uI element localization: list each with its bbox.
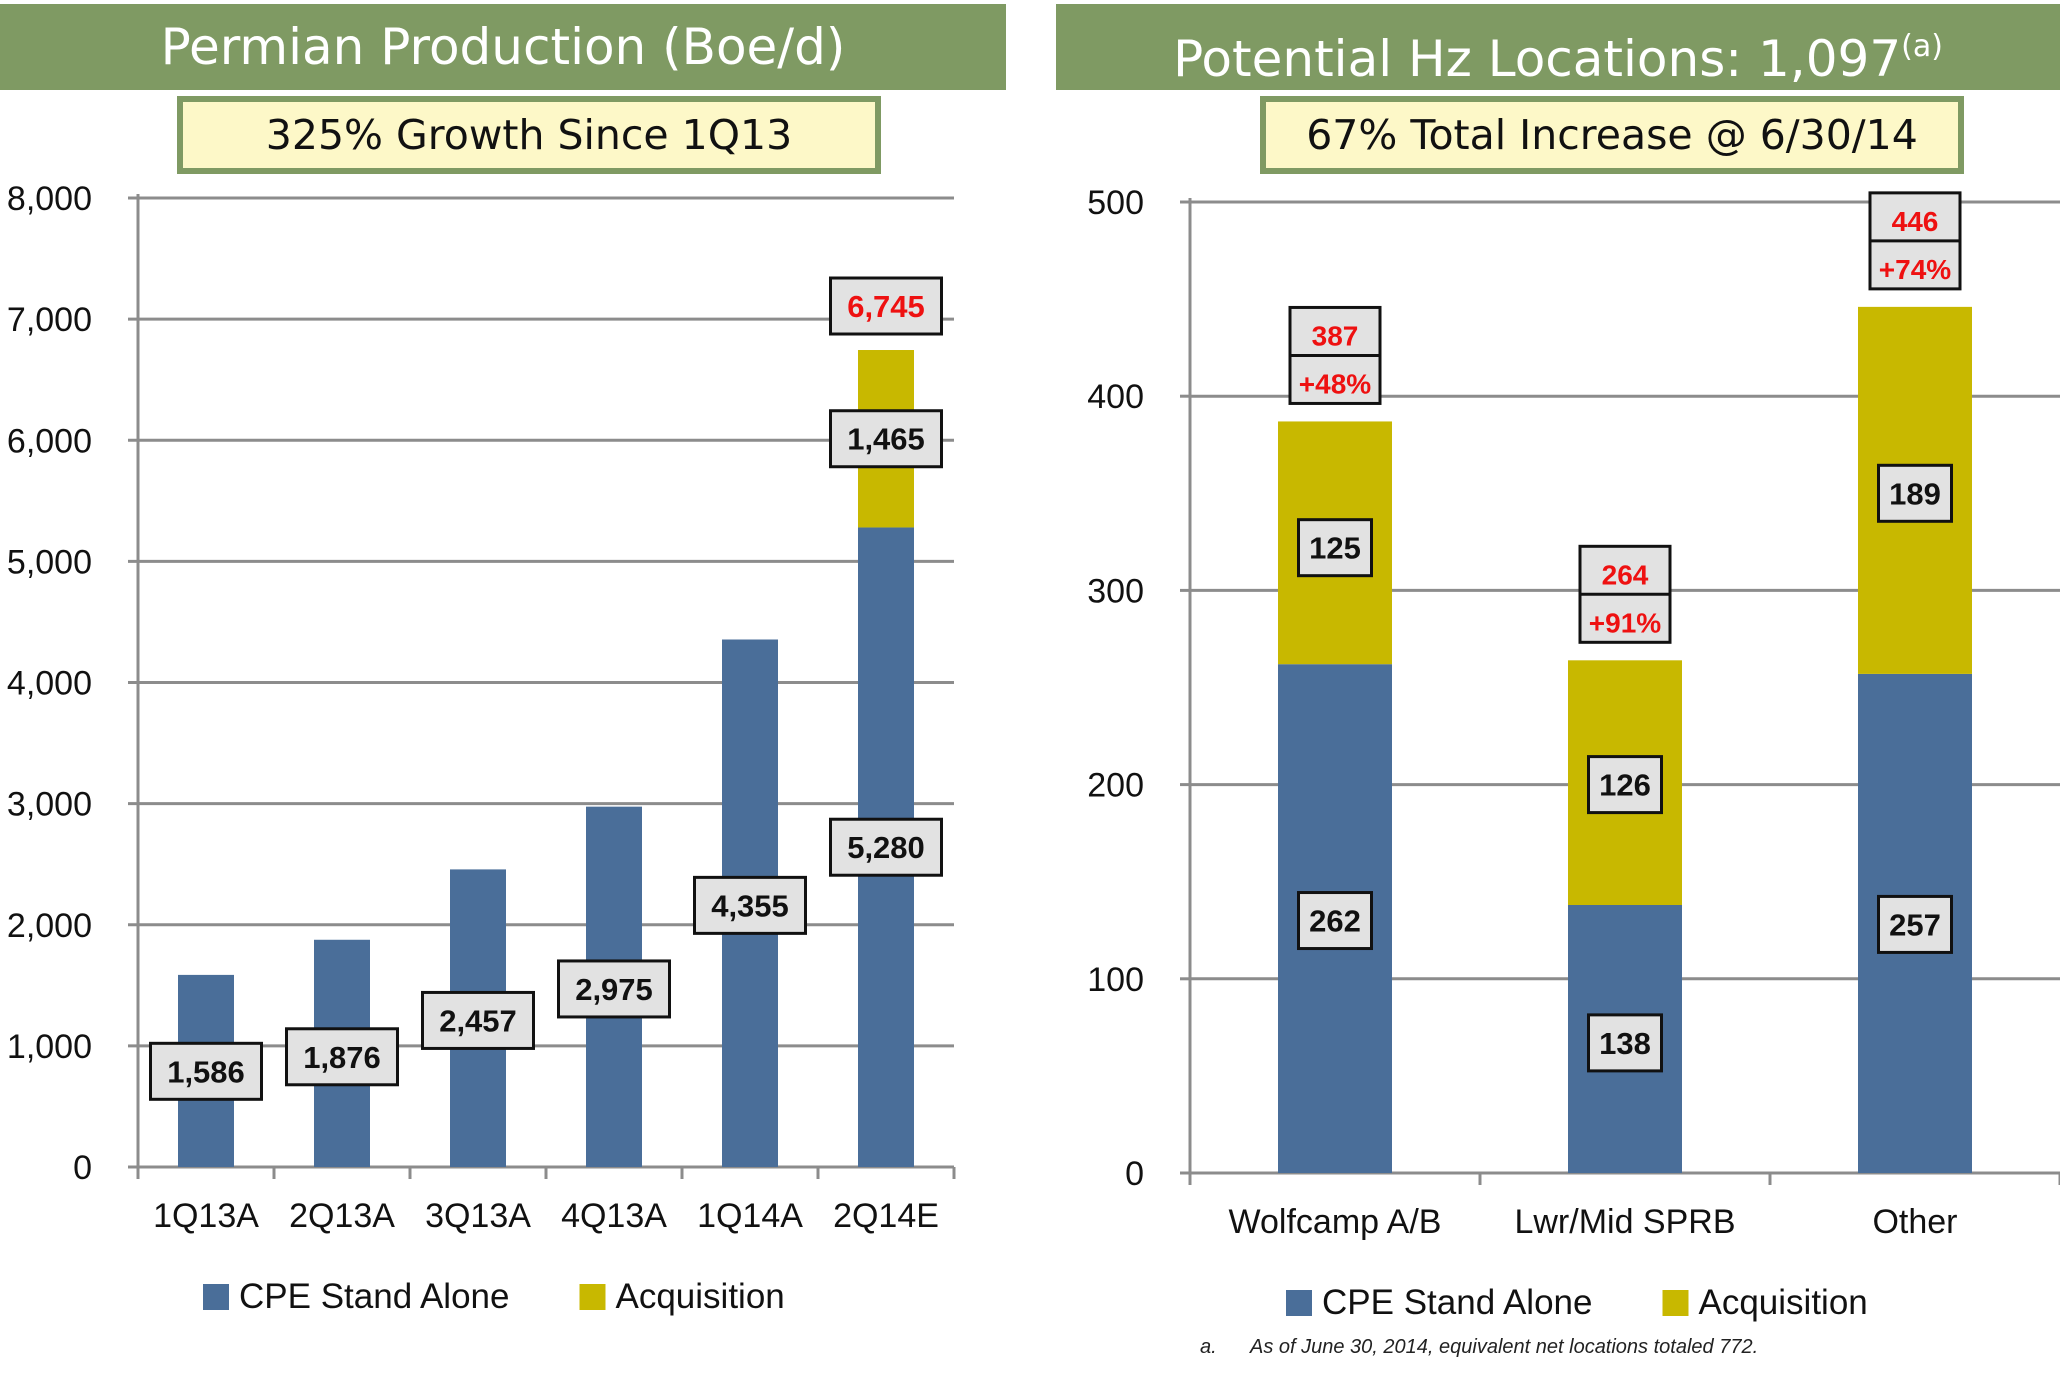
- value-label: 1,465: [847, 422, 925, 457]
- value-label: 2,975: [575, 972, 653, 1007]
- value-label-box: [1877, 463, 1953, 523]
- y-tick-label: 0: [1125, 1155, 1144, 1193]
- y-tick-label: 7,000: [7, 301, 92, 339]
- right-subtitle-box: 67% Total Increase @ 6/30/14: [1260, 96, 1964, 174]
- y-tick-label: 300: [1087, 572, 1144, 610]
- x-tick-label: 2Q14E: [833, 1197, 939, 1235]
- legend-label-acquisition: Acquisition: [616, 1277, 785, 1316]
- value-label-box: [1587, 755, 1663, 815]
- x-tick-label: 1Q13A: [153, 1197, 259, 1235]
- legend-swatch-cpe-stand-alone: [1286, 1290, 1312, 1316]
- y-tick-label: 200: [1087, 767, 1144, 805]
- value-label: 138: [1599, 1026, 1651, 1061]
- y-tick-label: 5,000: [7, 543, 92, 581]
- x-tick-label: 2Q13A: [289, 1197, 395, 1235]
- y-tick-label: 500: [1087, 184, 1144, 222]
- value-label: 189: [1889, 476, 1941, 511]
- total-change: +91%: [1589, 607, 1661, 638]
- footnote-text: As of June 30, 2014, equivalent net loca…: [1250, 1336, 1759, 1358]
- value-label-box: [421, 990, 535, 1050]
- y-tick-label: 0: [73, 1149, 92, 1187]
- total-change: +48%: [1299, 368, 1371, 399]
- footnote-letter: a.: [1200, 1336, 1217, 1358]
- right-banner-footnote-marker: (a): [1901, 29, 1943, 64]
- value-label: 1,586: [167, 1054, 245, 1089]
- x-tick-label: 4Q13A: [561, 1197, 667, 1235]
- value-label-box: [1297, 518, 1373, 578]
- value-label-box: [1297, 891, 1373, 951]
- value-label-box: [557, 959, 671, 1019]
- x-tick-label: Other: [1872, 1203, 1957, 1241]
- locations-chart: 0 100 200 300 400 500 262 125 Wolfcamp A/B 387 +48…: [1087, 184, 2060, 1322]
- value-label: 262: [1309, 904, 1361, 939]
- right-banner: Potential Hz Locations: 1,097(a): [1056, 4, 2060, 90]
- right-banner-title: Potential Hz Locations: 1,097: [1173, 30, 1902, 88]
- production-chart: 0 1,000 2,000 3,000 4,000 5,000 6,000 7,000 8,00…: [7, 180, 956, 1316]
- value-label-box: [829, 817, 943, 877]
- legend-swatch-acquisition: [579, 1284, 606, 1310]
- y-tick-label: 3,000: [7, 786, 92, 824]
- value-label-box: [149, 1041, 263, 1101]
- footnote: a. As of June 30, 2014, equivalent net lo…: [1200, 1336, 1758, 1359]
- y-tick-label: 1,000: [7, 1028, 92, 1066]
- left-subtitle: 325% Growth Since 1Q13: [265, 111, 793, 159]
- value-label: 2,457: [439, 1003, 517, 1038]
- x-tick-label: 3Q13A: [425, 1197, 531, 1235]
- value-label-box: [693, 875, 807, 935]
- value-label-box: [285, 1027, 399, 1087]
- value-label-box: [829, 409, 943, 469]
- value-label-box: [1587, 1013, 1663, 1073]
- legend-label-cpe-stand-alone: CPE Stand Alone: [1322, 1283, 1592, 1322]
- left-banner: Permian Production (Boe/d): [0, 4, 1006, 90]
- value-label: 5,280: [847, 830, 925, 865]
- total-value: 446: [1892, 206, 1939, 237]
- legend-swatch-cpe-stand-alone: [203, 1284, 229, 1310]
- y-tick-label: 8,000: [7, 180, 92, 218]
- y-tick-label: 100: [1087, 961, 1144, 999]
- value-label: 126: [1599, 768, 1651, 803]
- x-tick-label: Lwr/Mid SPRB: [1514, 1203, 1735, 1241]
- value-label: 125: [1309, 531, 1361, 566]
- legend-swatch-acquisition: [1662, 1290, 1689, 1316]
- left-banner-title: Permian Production (Boe/d): [160, 18, 846, 76]
- y-tick-label: 6,000: [7, 422, 92, 460]
- left-subtitle-box: 325% Growth Since 1Q13: [177, 96, 881, 174]
- y-tick-label: 2,000: [7, 907, 92, 945]
- x-tick-label: 1Q14A: [697, 1197, 803, 1235]
- total-value: 387: [1312, 320, 1359, 351]
- total-value: 6,745: [847, 289, 925, 324]
- value-label: 4,355: [711, 888, 789, 923]
- legend-label-cpe-stand-alone: CPE Stand Alone: [239, 1277, 509, 1316]
- y-tick-label: 4,000: [7, 665, 92, 703]
- legend-label-acquisition: Acquisition: [1699, 1283, 1868, 1322]
- value-label: 257: [1889, 907, 1941, 942]
- y-tick-label: 400: [1087, 378, 1144, 416]
- x-tick-label: Wolfcamp A/B: [1229, 1203, 1442, 1241]
- value-label: 1,876: [303, 1040, 381, 1075]
- right-subtitle: 67% Total Increase @ 6/30/14: [1306, 111, 1918, 159]
- total-value: 264: [1602, 559, 1649, 590]
- value-label-box: [1877, 894, 1953, 954]
- total-callout-box: [829, 276, 943, 336]
- total-change: +74%: [1879, 254, 1951, 285]
